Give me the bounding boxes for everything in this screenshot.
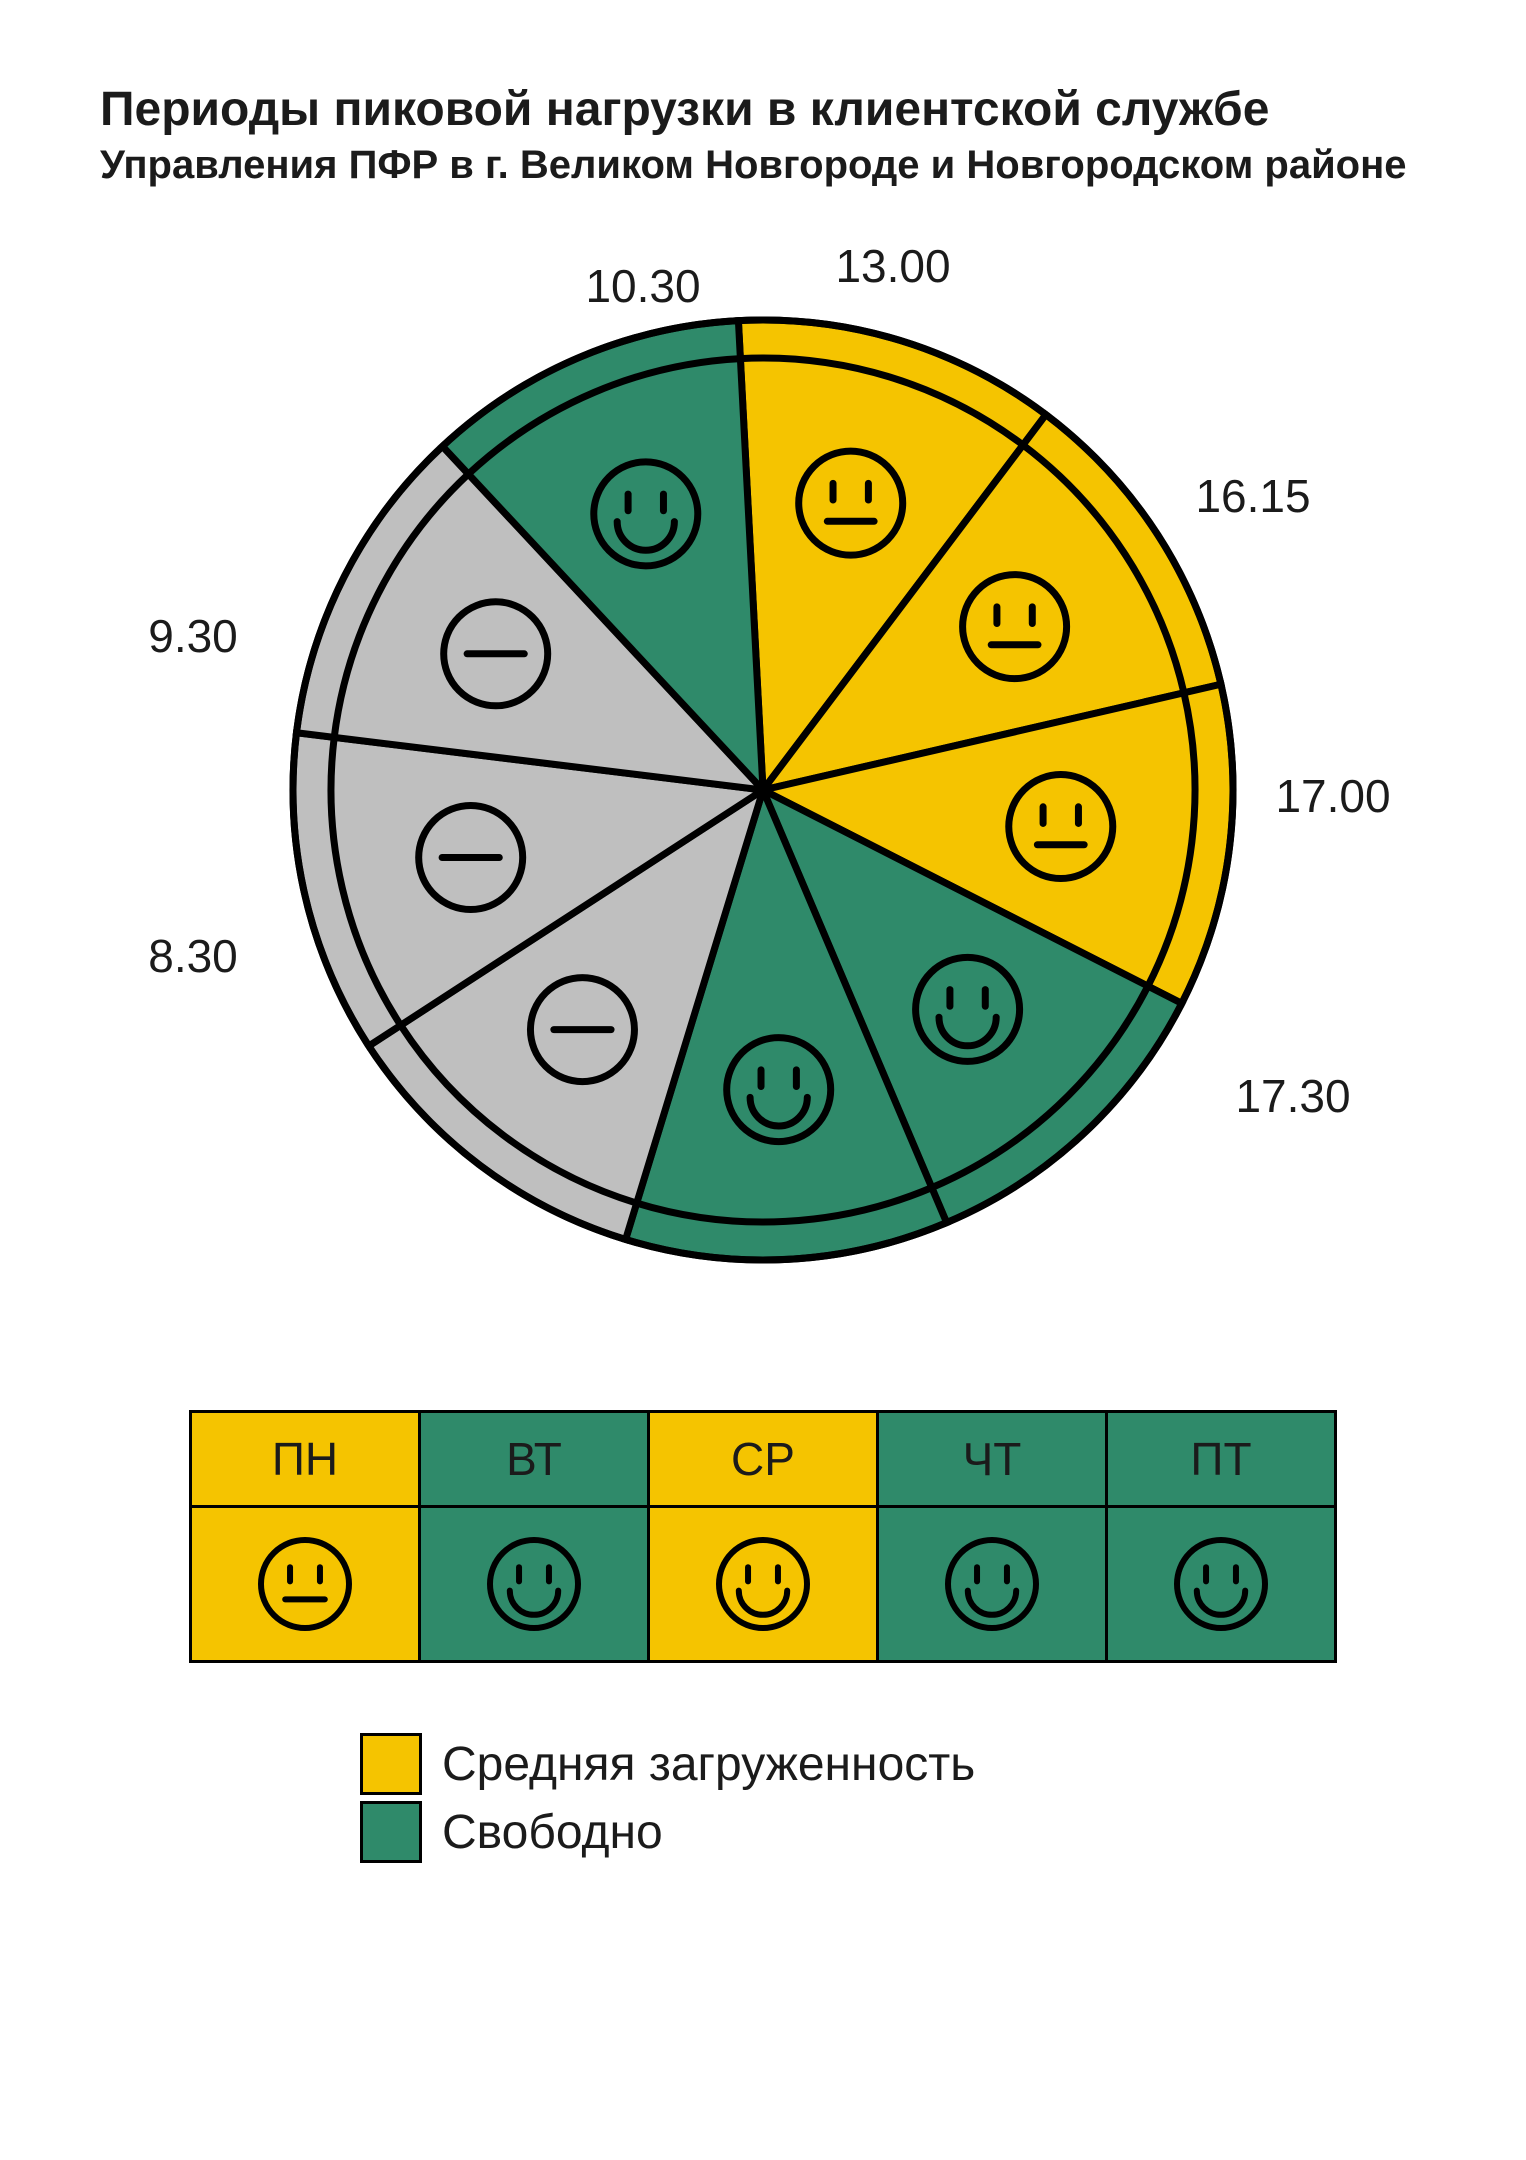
day-cell — [1107, 1507, 1336, 1662]
legend-label: Свободно — [442, 1805, 663, 1860]
pie-chart: 10.30 13.00 16.15 17.00 17.30 8.30 9.30 — [123, 230, 1403, 1350]
pie-time-label: 13.00 — [835, 240, 950, 292]
title-line1: Периоды пиковой нагрузки в клиентской сл… — [100, 80, 1426, 140]
pie-time-label: 10.30 — [585, 260, 700, 312]
legend-label: Средняя загруженность — [442, 1737, 975, 1792]
day-header: ЧТ — [878, 1412, 1107, 1507]
day-cell — [649, 1507, 878, 1662]
day-header: СР — [649, 1412, 878, 1507]
day-header: ПН — [191, 1412, 420, 1507]
pie-time-label: 17.30 — [1235, 1070, 1350, 1122]
pie-time-label: 17.00 — [1275, 770, 1390, 822]
legend-swatch — [360, 1733, 422, 1795]
legend-row: Свободно — [360, 1801, 1426, 1863]
page: Периоды пиковой нагрузки в клиентской сл… — [0, 0, 1526, 2160]
day-header: ВТ — [420, 1412, 649, 1507]
day-cell — [878, 1507, 1107, 1662]
title-line2: Управления ПФР в г. Великом Новгороде и … — [100, 140, 1426, 190]
title-block: Периоды пиковой нагрузки в клиентской сл… — [100, 80, 1426, 190]
pie-time-label: 8.30 — [148, 930, 238, 982]
day-header: ПТ — [1107, 1412, 1336, 1507]
face-icon — [261, 1540, 349, 1628]
days-table: ПНВТСРЧТПТ — [189, 1410, 1337, 1663]
legend: Средняя загруженность Свободно — [360, 1733, 1426, 1863]
pie-time-label: 16.15 — [1195, 470, 1310, 522]
pie-chart-wrap: 10.30 13.00 16.15 17.00 17.30 8.30 9.30 — [100, 230, 1426, 1350]
day-cell — [191, 1507, 420, 1662]
day-cell — [420, 1507, 649, 1662]
legend-row: Средняя загруженность — [360, 1733, 1426, 1795]
legend-swatch — [360, 1801, 422, 1863]
pie-time-label: 9.30 — [148, 610, 238, 662]
